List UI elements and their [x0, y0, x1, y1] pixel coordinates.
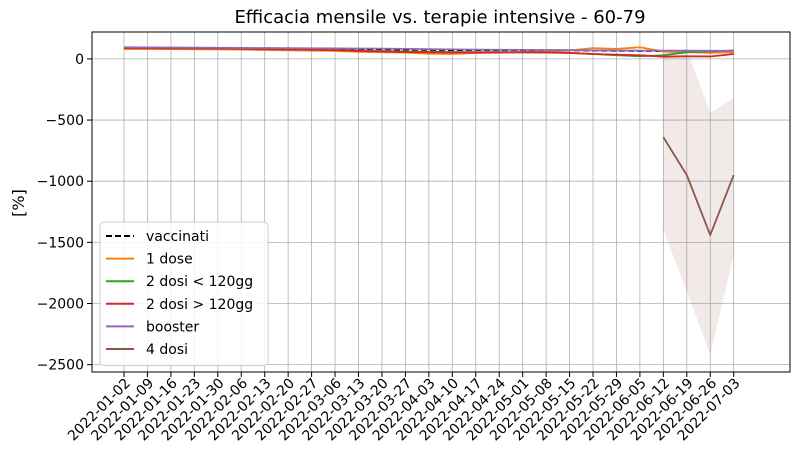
legend: vaccinati 1 dose 2 dosi < 120gg 2 dosi > 12…: [99, 221, 269, 367]
x-ticks: 2022-01-022022-01-092022-01-162022-01-23…: [65, 372, 744, 444]
legend-label: 2 dosi < 120gg: [146, 274, 253, 290]
legend-box: [99, 221, 269, 367]
grid: [92, 32, 790, 372]
legend-label: 2 dosi > 120gg: [146, 297, 253, 313]
legend-label: vaccinati: [146, 229, 209, 245]
y-tick-label: −2000: [37, 297, 84, 313]
series-line: [662, 136, 735, 236]
y-tick-label: −500: [46, 113, 84, 129]
plot-frame: [91, 31, 791, 373]
y-axis-label: [%]: [9, 189, 28, 217]
legend-label: booster: [146, 319, 199, 335]
confidence-band: [663, 49, 734, 355]
legend-label: 4 dosi: [146, 342, 188, 358]
y-tick-label: −1500: [37, 235, 84, 251]
y-tick-label: −2500: [37, 358, 84, 374]
confidence-bands: [663, 49, 734, 355]
y-tick-label: 0: [75, 52, 84, 68]
y-ticks: 0 −500 −1000 −1500 −2000 −2500: [37, 52, 92, 374]
chart-title: Efficacia mensile vs. terapie intensive …: [234, 7, 645, 28]
series-lines: [123, 46, 735, 236]
series-line: [123, 46, 734, 52]
y-tick-label: −1000: [37, 174, 84, 190]
legend-label: 1 dose: [146, 252, 193, 268]
